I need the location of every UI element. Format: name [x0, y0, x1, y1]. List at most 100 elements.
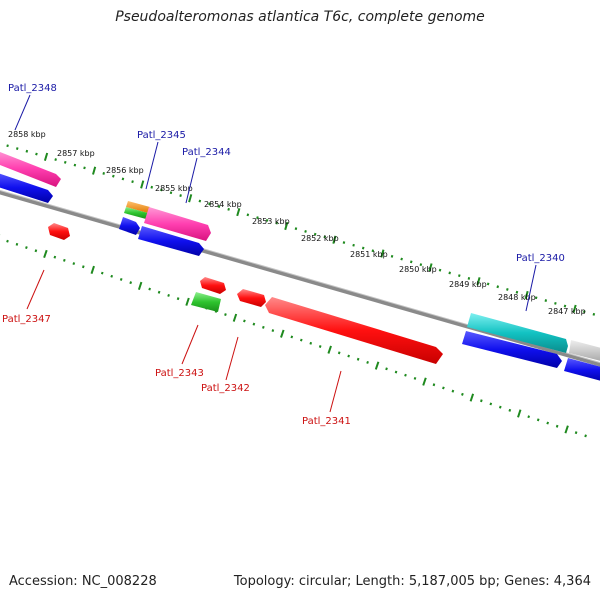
lower-minor-tick [546, 421, 550, 425]
gene-arrow-patl-2347-red[interactable] [48, 223, 70, 240]
lower-minor-tick [81, 265, 85, 269]
gene-arrow-gray[interactable] [569, 340, 600, 362]
upper-major-tick [188, 194, 193, 203]
gene-arrow-blue-small[interactable] [119, 217, 140, 235]
lower-major-tick [469, 393, 475, 402]
upper-minor-tick [496, 285, 500, 289]
upper-minor-tick [515, 290, 519, 294]
upper-minor-tick [400, 257, 403, 261]
lower-minor-tick [299, 338, 303, 342]
upper-minor-tick [506, 288, 509, 291]
upper-minor-tick [265, 218, 269, 222]
leader-patl-2342 [225, 336, 239, 381]
lower-minor-tick [119, 277, 123, 281]
upper-minor-tick [554, 301, 557, 305]
lower-minor-tick [25, 246, 28, 250]
lower-minor-tick [337, 351, 341, 355]
gene-arrow-orange[interactable] [126, 201, 150, 213]
gene-label-patl-2344[interactable]: Patl_2344 [182, 147, 231, 158]
lower-minor-tick [413, 376, 417, 380]
kbp-label-2847: 2847 kbp [548, 307, 586, 316]
upper-minor-tick [198, 199, 202, 203]
lower-minor-tick [442, 386, 445, 390]
kbp-label-2852: 2852 kbp [301, 234, 339, 243]
lower-major-tick [232, 313, 238, 322]
lower-minor-tick [480, 399, 483, 403]
upper-major-tick [92, 166, 97, 175]
lower-minor-tick [252, 322, 256, 326]
gene-arrow-patl-2342-red[interactable] [237, 289, 266, 307]
lower-major-tick [185, 297, 190, 306]
gene-arrow-blue-edge[interactable] [564, 358, 600, 382]
gene-arrow-blue-right[interactable] [462, 331, 562, 368]
upper-minor-tick [390, 254, 394, 258]
lower-minor-tick [53, 255, 57, 259]
lower-major-tick [564, 425, 569, 434]
upper-minor-tick [35, 152, 38, 156]
gene-arrow-patl-2340-cyan[interactable] [467, 313, 568, 353]
lower-minor-tick [148, 287, 151, 291]
lower-minor-tick [63, 258, 66, 262]
upper-minor-tick [169, 191, 173, 195]
upper-minor-tick [112, 174, 115, 178]
gene-label-patl-2347[interactable]: Patl_2347 [2, 314, 51, 325]
upper-minor-tick [131, 180, 134, 184]
upper-minor-tick [304, 230, 307, 233]
lower-minor-tick [34, 249, 38, 253]
upper-minor-tick [323, 235, 327, 239]
upper-minor-tick [227, 207, 230, 211]
lower-minor-tick [157, 290, 161, 294]
upper-minor-tick [208, 202, 211, 206]
upper-minor-tick [150, 185, 154, 189]
gene-arrow-blue-left[interactable] [0, 172, 53, 203]
gene-label-patl-2343[interactable]: Patl_2343 [155, 368, 204, 379]
upper-major-tick [572, 304, 577, 313]
upper-minor-tick [25, 149, 29, 153]
gene-label-patl-2342[interactable]: Patl_2342 [201, 383, 250, 394]
kbp-label-2856: 2856 kbp [106, 166, 144, 175]
upper-minor-tick [534, 296, 538, 300]
upper-minor-tick [83, 166, 86, 170]
upper-major-tick [43, 152, 49, 161]
upper-minor-tick [438, 268, 442, 272]
lower-minor-tick [356, 357, 360, 361]
gene-label-patl-2345[interactable]: Patl_2345 [137, 130, 186, 141]
upper-major-tick [524, 290, 529, 300]
lower-minor-tick [347, 354, 350, 358]
lower-major-tick [90, 265, 95, 275]
upper-major-tick [332, 235, 337, 244]
leader-patl-2340 [525, 264, 537, 312]
lower-minor-tick [100, 271, 104, 275]
leader-patl-2348 [14, 94, 31, 131]
upper-minor-tick [179, 194, 182, 197]
upper-minor-tick [246, 213, 250, 217]
gene-arrow-green-small[interactable] [124, 207, 148, 219]
kbp-label-2850: 2850 kbp [399, 265, 437, 274]
gene-arrow-red-small-a[interactable] [200, 277, 226, 294]
upper-minor-tick [486, 282, 490, 286]
lower-major-tick [374, 361, 380, 370]
gene-arrow-patl-2348-pink[interactable] [0, 150, 61, 187]
lower-minor-tick [461, 392, 464, 396]
gene-arrow-patl-2344-pink[interactable] [144, 207, 211, 241]
gene-label-patl-2340[interactable]: Patl_2340 [516, 253, 565, 264]
lower-major-tick [280, 329, 285, 338]
gene-arrow-patl-2341-red[interactable] [265, 297, 443, 364]
lower-tick-track [0, 234, 587, 438]
lower-minor-tick [129, 281, 133, 285]
upper-minor-tick [371, 249, 375, 253]
kbp-label-2849: 2849 kbp [449, 280, 487, 289]
lower-minor-tick [394, 370, 398, 374]
lower-major-tick [137, 281, 143, 291]
lower-minor-tick [432, 383, 436, 387]
gene-arrow-patl-2343-green[interactable] [191, 292, 221, 312]
gene-arrow-blue-mid[interactable] [138, 226, 204, 256]
upper-minor-tick [361, 246, 365, 250]
upper-minor-tick [102, 172, 105, 175]
gene-label-patl-2341[interactable]: Patl_2341 [302, 416, 351, 427]
upper-major-tick [380, 249, 385, 258]
leader-patl-2341 [329, 370, 342, 413]
lower-minor-tick [309, 341, 313, 345]
gene-label-patl-2348[interactable]: Patl_2348 [8, 83, 57, 94]
